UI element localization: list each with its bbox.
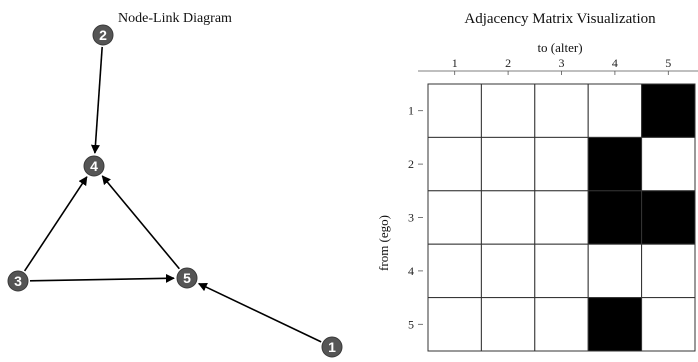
- matrix-cell-r5-c5: [641, 297, 696, 352]
- matrix-cell-r3-c5: [641, 190, 696, 245]
- row-ticks: 1 2 3 4 5: [408, 104, 423, 331]
- matrix-cell-r2-c2: [480, 136, 536, 192]
- adjacency-matrix-panel: Adjacency Matrix Visualization to (alter…: [376, 11, 698, 352]
- node-link-title: Node-Link Diagram: [118, 11, 232, 26]
- node-circle: [176, 267, 198, 289]
- column-tick-label: 2: [505, 56, 511, 70]
- node-circle: [7, 270, 29, 292]
- row-tick-label: 4: [408, 264, 414, 278]
- edge-5-to-4: [101, 175, 180, 270]
- matrix-cell-r3-c2: [480, 190, 536, 245]
- edge-layer: [23, 46, 322, 343]
- row-axis-label: from (ego): [376, 215, 391, 271]
- matrix-cell-r4-c1: [427, 243, 482, 299]
- node-label: 5: [183, 270, 191, 286]
- matrix-cell-r5-c2: [480, 297, 536, 352]
- matrix-cell-r5-c4: [587, 297, 643, 352]
- matrix-cell-r4-c4: [587, 243, 643, 299]
- edge-1-to-5: [197, 282, 322, 343]
- edge-2-to-4: [90, 46, 103, 154]
- node-label: 2: [99, 27, 107, 43]
- matrix-cell-r2-c1: [427, 136, 482, 192]
- node-3: 3: [7, 270, 29, 292]
- node-1: 1: [321, 336, 343, 358]
- matrix-cell-r4-c3: [534, 243, 589, 299]
- node-circle: [92, 24, 114, 46]
- node-5: 5: [176, 267, 198, 289]
- matrix-cell-r1-c1: [427, 83, 482, 138]
- matrix-cell-r1-c2: [480, 83, 536, 138]
- edge-3-to-4: [23, 176, 88, 272]
- matrix-grid: [427, 83, 696, 352]
- matrix-title: Adjacency Matrix Visualization: [464, 11, 656, 27]
- matrix-cell-r1-c3: [534, 83, 589, 138]
- column-tick-label: 3: [559, 56, 565, 70]
- node-layer: 1 2 3 4 5: [7, 24, 343, 358]
- matrix-cell-r2-c3: [534, 136, 589, 192]
- row-tick-label: 1: [408, 104, 414, 118]
- row-tick-label: 5: [408, 317, 414, 331]
- matrix-cell-r4-c2: [480, 243, 536, 299]
- row-tick-label: 2: [408, 157, 414, 171]
- matrix-cell-r2-c4: [587, 136, 643, 192]
- column-tick-label: 5: [665, 56, 671, 70]
- column-tick-label: 4: [612, 56, 618, 70]
- matrix-cell-r2-c5: [641, 136, 696, 192]
- matrix-cell-r1-c5: [641, 83, 696, 138]
- matrix-cell-r3-c4: [587, 190, 643, 245]
- node-2: 2: [92, 24, 114, 46]
- matrix-cell-r5-c3: [534, 297, 589, 352]
- node-label: 4: [90, 158, 98, 174]
- column-axis-label: to (alter): [537, 40, 582, 55]
- node-label: 1: [328, 339, 336, 355]
- matrix-cell-r1-c4: [587, 83, 643, 138]
- node-circle: [83, 155, 105, 177]
- matrix-cell-r3-c3: [534, 190, 589, 245]
- node-circle: [321, 336, 343, 358]
- row-tick-label: 3: [408, 211, 414, 225]
- column-tick-label: 1: [452, 56, 458, 70]
- matrix-cell-r5-c1: [427, 297, 482, 352]
- node-link-panel: Node-Link Diagram 1 2 3 4 5: [7, 11, 343, 358]
- matrix-cell-r3-c1: [427, 190, 482, 245]
- matrix-cell-r4-c5: [641, 243, 696, 299]
- node-4: 4: [83, 155, 105, 177]
- node-label: 3: [14, 273, 22, 289]
- edge-3-to-5: [29, 273, 175, 283]
- column-ticks: 1 2 3 4 5: [418, 56, 698, 75]
